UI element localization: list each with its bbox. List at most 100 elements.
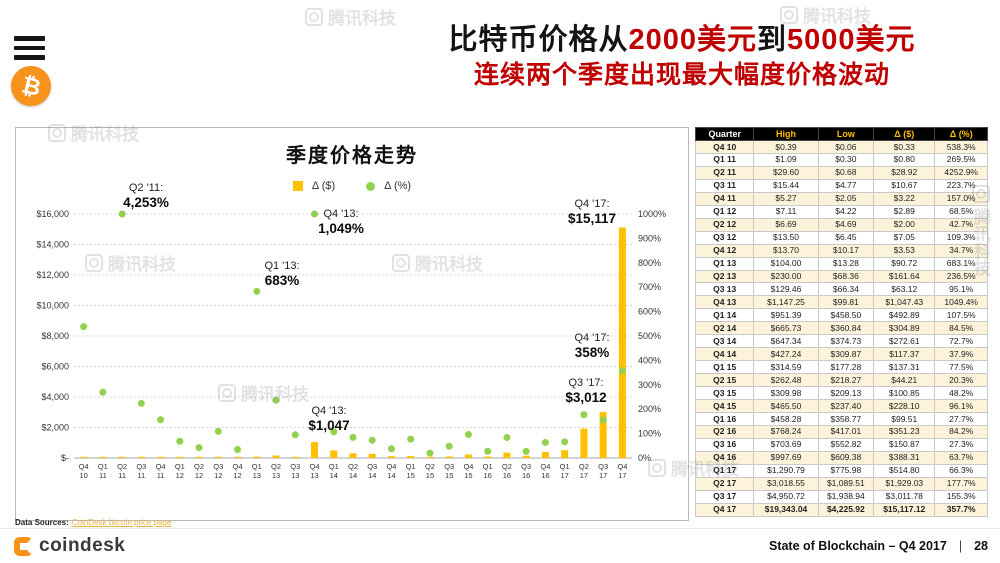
dot-delta-pct xyxy=(368,436,376,444)
y-tick-right: 500% xyxy=(638,331,661,341)
footer-divider: | xyxy=(958,539,963,553)
bar-delta-usd xyxy=(118,456,126,458)
chart-annotation-q4-13-usd: Q4 '13: $1,047 xyxy=(308,405,350,434)
bar-delta-usd xyxy=(445,456,453,458)
bar-delta-usd xyxy=(157,456,165,458)
y-tick-right: 1000% xyxy=(638,209,666,219)
x-tick: Q3 12 xyxy=(213,462,223,480)
x-tick: Q2 14 xyxy=(348,462,358,480)
x-tick: Q3 15 xyxy=(444,462,454,480)
coindesk-wordmark: coindesk xyxy=(39,535,126,556)
quarterly-table-head-row: Quarter High Low Δ ($) Δ (%) xyxy=(694,127,988,141)
coindesk-icon xyxy=(14,536,33,556)
dot-delta-pct xyxy=(195,444,203,452)
dot-delta-pct xyxy=(291,431,299,439)
y-tick-right: 900% xyxy=(638,233,661,243)
chart-annotation-q4-17-pct: Q4 '17: 358% xyxy=(574,332,610,361)
legend-swatch-usd xyxy=(292,181,303,191)
dot-delta-pct xyxy=(157,416,165,424)
y-tick-left: $8,000 xyxy=(41,331,69,341)
table-row: Q1 11 $1.09 $0.30 $0.80 269.5% xyxy=(694,152,988,167)
table-row: Q4 14 $427.24 $309.87 $117.37 37.9% xyxy=(694,347,988,362)
x-tick: Q4 11 xyxy=(156,462,166,480)
quarterly-table-body: Q4 10 $0.39 $0.06 $0.33 538.3% Q1 11 $1.09 $0.3… xyxy=(694,140,988,518)
deck-title: State of Blockchain – Q4 2017 xyxy=(768,539,947,553)
x-tick: Q2 11 xyxy=(117,462,127,480)
bar-delta-usd xyxy=(99,456,107,458)
col-header-4: Δ (%) xyxy=(934,127,988,141)
dot-delta-pct xyxy=(407,435,415,443)
data-source-link[interactable]: CoinDesk bitcoin price page xyxy=(71,518,172,527)
dot-delta-pct xyxy=(484,447,492,455)
x-tick: Q2 16 xyxy=(502,462,512,480)
y-tick-left: $12,000 xyxy=(36,270,69,280)
table-row: Q4 16 $997.69 $609.38 $388.31 63.7% xyxy=(694,450,988,465)
bar-delta-usd xyxy=(137,456,145,458)
footer: coindesk State of Blockchain – Q4 2017 |… xyxy=(0,528,1000,563)
bar-delta-usd xyxy=(176,456,184,458)
dot-delta-pct xyxy=(349,433,357,441)
menu-icon[interactable] xyxy=(14,36,45,65)
chart-annotation-q3-17: Q3 '17: $3,012 xyxy=(565,377,607,406)
x-tick: Q3 14 xyxy=(367,462,377,480)
bar-delta-usd xyxy=(253,456,261,458)
bar-delta-usd xyxy=(426,456,434,458)
y-tick-right: 800% xyxy=(638,258,661,268)
dot-delta-pct xyxy=(445,442,453,450)
dot-delta-pct xyxy=(253,287,261,295)
y-tick-right: 400% xyxy=(638,355,661,365)
table-row: Q3 14 $647.34 $374.73 $272.61 72.7% xyxy=(694,334,988,349)
bar-delta-usd xyxy=(464,454,472,458)
table-row: Q1 12 $7.11 $4.22 $2.89 68.5% xyxy=(694,204,988,219)
bar-delta-usd xyxy=(484,456,492,458)
col-header-1: High xyxy=(753,127,819,141)
x-tick: Q4 14 xyxy=(386,462,396,480)
x-tick: Q3 13 xyxy=(290,462,300,480)
dot-delta-pct xyxy=(176,437,184,445)
col-header-0: Quarter xyxy=(694,127,755,141)
table-row: Q4 10 $0.39 $0.06 $0.33 538.3% xyxy=(694,140,988,154)
quarterly-table-panel: Quarter High Low Δ ($) Δ (%) Q4 10 $0.39 $0.06… xyxy=(694,127,988,518)
bar-delta-usd xyxy=(272,455,280,458)
x-tick: Q1 15 xyxy=(406,462,416,480)
x-tick: Q4 13 xyxy=(310,462,320,480)
dot-delta-pct xyxy=(503,433,511,441)
table-row: Q4 13 $1,147.25 $99.81 $1,047.43 1049.4% xyxy=(694,295,988,310)
dot-delta-pct xyxy=(522,447,530,455)
y-tick-left: $6,000 xyxy=(41,362,69,372)
x-tick: Q2 12 xyxy=(194,462,204,480)
bar-delta-usd xyxy=(80,456,88,458)
bar-delta-usd xyxy=(291,456,299,458)
y-tick-right: 300% xyxy=(638,380,661,390)
bar-delta-usd xyxy=(195,456,203,458)
table-row: Q3 13 $129.46 $66.34 $63.12 95.1% xyxy=(694,282,988,297)
dot-delta-pct xyxy=(311,210,319,218)
coindesk-logo: coindesk xyxy=(14,535,125,557)
bar-delta-usd xyxy=(214,456,222,458)
table-row: Q2 15 $262.48 $218.27 $44.21 20.3% xyxy=(694,373,988,388)
x-tick: Q4 17 xyxy=(617,462,627,480)
table-row: Q1 17 $1,290.79 $775.98 $514.80 66.3% xyxy=(694,463,988,478)
table-row: Q2 12 $6.69 $4.69 $2.00 42.7% xyxy=(694,217,988,232)
x-tick: Q2 13 xyxy=(271,462,281,480)
y-tick-right: 600% xyxy=(638,307,661,317)
table-row: Q2 14 $665.73 $360.84 $304.89 84.5% xyxy=(694,321,988,336)
bar-delta-usd xyxy=(368,453,376,458)
y-tick-right: 700% xyxy=(638,282,661,292)
table-row: Q4 12 $13.70 $10.17 $3.53 34.7% xyxy=(694,243,988,258)
table-row: Q2 16 $768.24 $417.01 $351.23 84.2% xyxy=(694,424,988,439)
dot-delta-pct xyxy=(561,438,569,446)
table-row: Q3 11 $15.44 $4.77 $10.67 223.7% xyxy=(694,178,988,193)
dot-delta-pct xyxy=(272,396,280,404)
y-tick-left: $16,000 xyxy=(36,209,69,219)
y-tick-right: 0% xyxy=(638,453,651,463)
dot-delta-pct xyxy=(137,399,145,407)
data-sources-label: Data Sources: xyxy=(15,518,69,527)
dot-delta-pct xyxy=(599,416,607,424)
y-tick-left: $14,000 xyxy=(36,240,69,250)
dot-delta-pct xyxy=(80,323,88,331)
table-row: Q4 15 $465.50 $237.40 $228.10 96.1% xyxy=(694,399,988,414)
table-row: Q3 15 $309.98 $209.13 $100.85 48.2% xyxy=(694,386,988,401)
dot-delta-pct xyxy=(618,367,626,375)
